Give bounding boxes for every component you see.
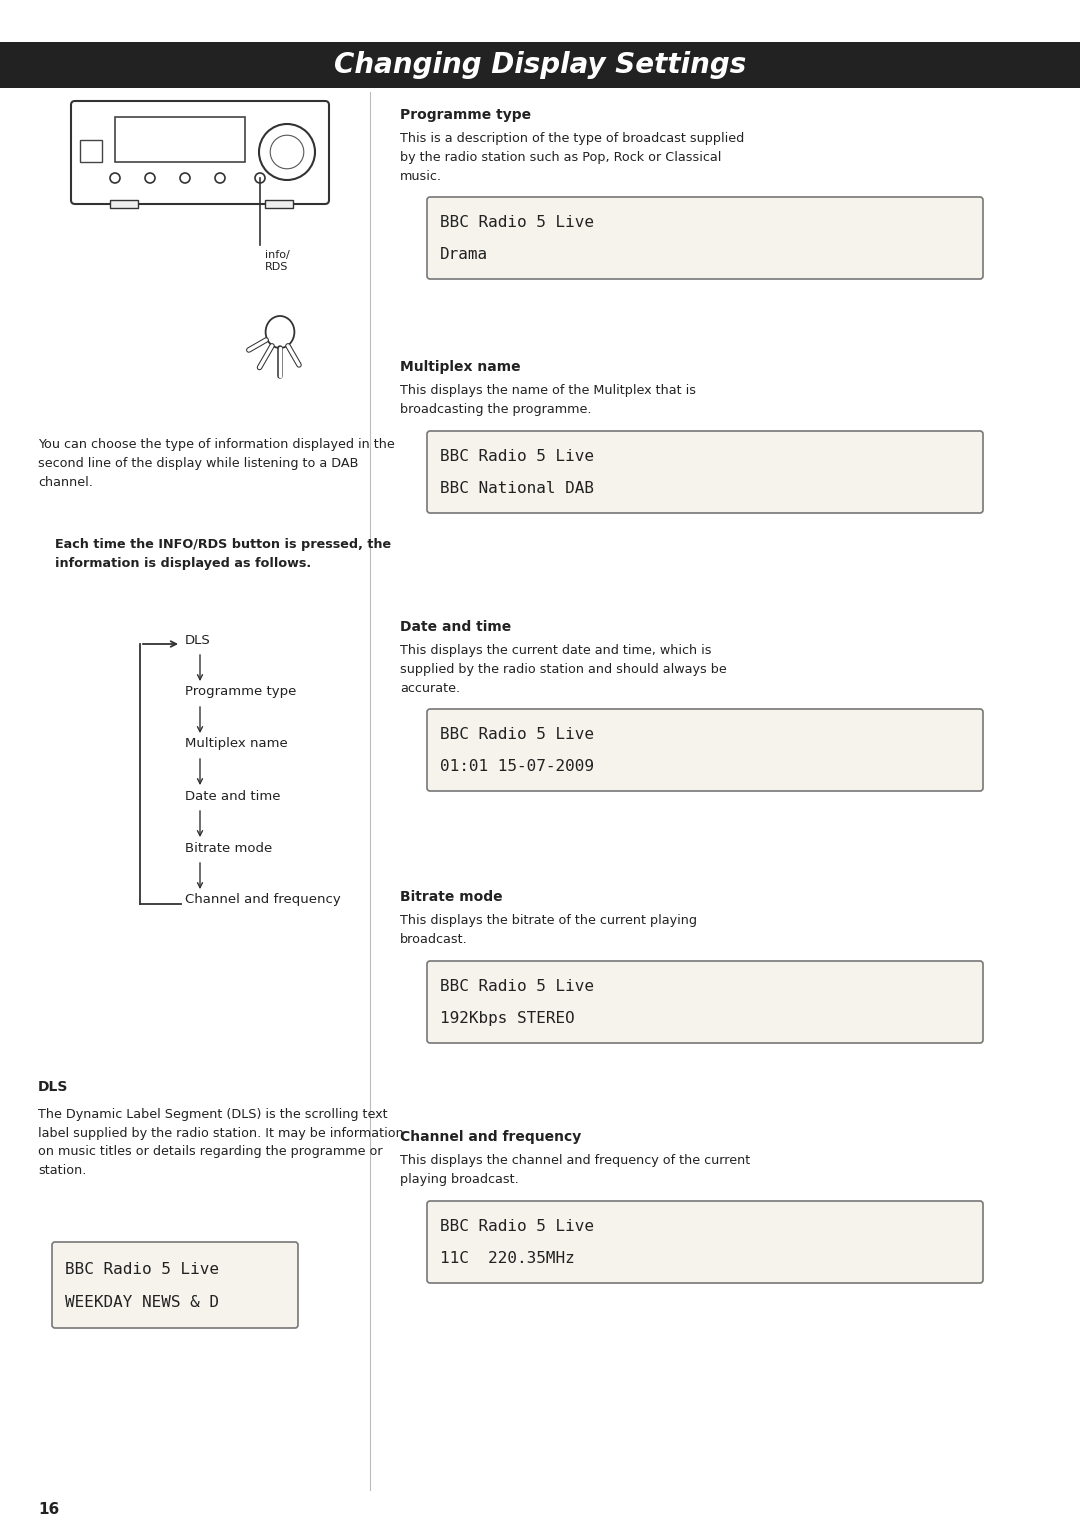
Text: info/
RDS: info/ RDS <box>265 250 289 272</box>
Text: BBC Radio 5 Live: BBC Radio 5 Live <box>440 215 594 230</box>
Ellipse shape <box>266 316 295 348</box>
Text: Bitrate mode: Bitrate mode <box>400 890 502 903</box>
Bar <box>80 140 102 162</box>
Text: 16: 16 <box>38 1503 59 1517</box>
Text: Channel and frequency: Channel and frequency <box>185 894 341 906</box>
FancyBboxPatch shape <box>427 710 983 790</box>
Text: BBC Radio 5 Live: BBC Radio 5 Live <box>65 1262 219 1277</box>
Text: This displays the name of the Mulitplex that is
broadcasting the programme.: This displays the name of the Mulitplex … <box>400 385 696 417</box>
Circle shape <box>215 172 225 183</box>
Text: DLS: DLS <box>185 633 211 647</box>
Circle shape <box>270 136 303 169</box>
Text: BBC Radio 5 Live: BBC Radio 5 Live <box>440 1219 594 1235</box>
FancyBboxPatch shape <box>52 1242 298 1328</box>
Text: BBC National DAB: BBC National DAB <box>440 481 594 496</box>
FancyBboxPatch shape <box>427 961 983 1042</box>
Circle shape <box>180 172 190 183</box>
FancyBboxPatch shape <box>71 101 329 204</box>
Text: Drama: Drama <box>440 247 488 262</box>
Text: BBC Radio 5 Live: BBC Radio 5 Live <box>440 980 594 995</box>
FancyBboxPatch shape <box>427 1201 983 1283</box>
Text: WEEKDAY NEWS & D: WEEKDAY NEWS & D <box>65 1296 219 1311</box>
Text: Multiplex name: Multiplex name <box>400 360 521 374</box>
Circle shape <box>259 124 315 180</box>
Bar <box>110 200 138 208</box>
Text: Date and time: Date and time <box>185 789 281 803</box>
Text: Date and time: Date and time <box>400 620 511 633</box>
Circle shape <box>110 172 120 183</box>
FancyBboxPatch shape <box>427 197 983 279</box>
Text: Bitrate mode: Bitrate mode <box>185 841 272 855</box>
Text: 01:01 15-07-2009: 01:01 15-07-2009 <box>440 760 594 774</box>
Text: Programme type: Programme type <box>185 685 296 699</box>
Text: You can choose the type of information displayed in the
second line of the displ: You can choose the type of information d… <box>38 438 395 488</box>
Text: Channel and frequency: Channel and frequency <box>400 1129 581 1144</box>
FancyBboxPatch shape <box>427 430 983 513</box>
Text: Programme type: Programme type <box>400 108 531 122</box>
Circle shape <box>255 172 265 183</box>
Bar <box>114 118 245 162</box>
Text: BBC Radio 5 Live: BBC Radio 5 Live <box>440 728 594 742</box>
Text: Each time the INFO/RDS button is pressed, the
information is displayed as follow: Each time the INFO/RDS button is pressed… <box>55 539 391 569</box>
Text: BBC Radio 5 Live: BBC Radio 5 Live <box>440 449 594 464</box>
Text: This is a description of the type of broadcast supplied
by the radio station suc: This is a description of the type of bro… <box>400 133 744 183</box>
Bar <box>265 200 293 208</box>
Text: Changing Display Settings: Changing Display Settings <box>334 50 746 79</box>
Bar <box>0 43 1080 89</box>
Text: Multiplex name: Multiplex name <box>185 737 287 751</box>
Text: DLS: DLS <box>38 1080 68 1094</box>
Text: This displays the current date and time, which is
supplied by the radio station : This displays the current date and time,… <box>400 644 727 694</box>
Text: 11C  220.35MHz: 11C 220.35MHz <box>440 1251 575 1267</box>
Text: The Dynamic Label Segment (DLS) is the scrolling text
label supplied by the radi: The Dynamic Label Segment (DLS) is the s… <box>38 1108 404 1177</box>
Circle shape <box>145 172 156 183</box>
Text: 192Kbps STEREO: 192Kbps STEREO <box>440 1012 575 1025</box>
Text: This displays the channel and frequency of the current
playing broadcast.: This displays the channel and frequency … <box>400 1154 751 1186</box>
Text: This displays the bitrate of the current playing
broadcast.: This displays the bitrate of the current… <box>400 914 697 946</box>
